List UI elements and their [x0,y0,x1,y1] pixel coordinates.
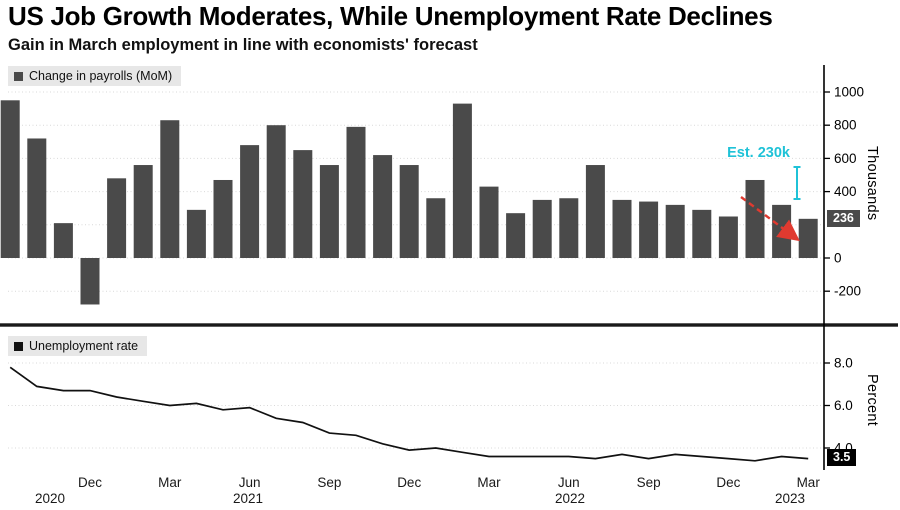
tick-label-thousands: 400 [834,184,857,199]
payroll-bar [692,209,712,258]
x-year-label: 2020 [35,491,65,506]
payroll-bar [27,138,47,258]
payroll-bar [585,165,605,258]
unemployment-legend-swatch [14,341,23,351]
payroll-bar [718,216,738,258]
payroll-bar [772,204,792,258]
panel-separator [0,323,898,327]
payroll-bar [426,198,446,258]
x-month-label: Sep [637,475,661,490]
thousands-axis-label: Thousands [864,146,880,221]
payroll-bar [399,165,419,258]
x-year-label: 2021 [233,491,263,506]
tick-label-thousands: 0 [834,251,842,266]
unemployment-legend-label: Unemployment rate [29,339,139,353]
x-month-label: Mar [797,475,821,490]
payroll-bar [639,201,659,258]
x-month-label: Mar [158,475,182,490]
page-title: US Job Growth Moderates, While Unemploym… [8,1,773,31]
payroll-bar [745,179,765,258]
x-month-label: Jun [239,475,261,490]
unemployment-line [9,366,809,462]
payroll-bar [293,150,313,258]
payroll-bar [186,209,206,258]
tick-label-percent: 6.0 [834,398,853,413]
payroll-bar [319,165,339,258]
payroll-bar [266,125,286,258]
tick-label-thousands: 800 [834,118,857,133]
payroll-bar [532,199,552,258]
payrolls-legend-label: Change in payrolls (MoM) [29,69,173,83]
x-month-label: Jun [558,475,580,490]
trend-arrow [740,196,800,242]
unemployment-legend: Unemployment rate [8,336,148,356]
x-month-label: Mar [477,475,501,490]
x-month-label: Sep [317,475,341,490]
last-payroll-value-badge: 236 [827,210,860,227]
payroll-bar [160,120,180,258]
payroll-bar [506,213,526,258]
page-subtitle: Gain in March employment in line with ec… [8,36,478,54]
payroll-bar [559,198,579,258]
x-year-label: 2023 [775,491,805,506]
payrolls-legend: Change in payrolls (MoM) [8,66,182,86]
payrolls-legend-swatch [14,71,23,81]
x-month-label: Dec [716,475,740,490]
payroll-bar [53,223,73,258]
payroll-bar [0,100,20,258]
payroll-bar [452,103,472,259]
payroll-bar [213,179,233,258]
x-month-label: Dec [397,475,421,490]
payroll-bar [665,204,685,258]
estimate-annotation: Est. 230k [727,145,790,161]
payroll-bar [133,165,153,258]
percent-axis-label: Percent [864,374,880,427]
payroll-bar [107,178,127,258]
x-year-label: 2022 [555,491,585,506]
x-month-label: Dec [78,475,102,490]
payroll-bar [240,145,260,258]
tick-label-thousands: -200 [834,284,861,299]
payroll-bar [346,126,366,258]
payroll-bar [798,218,818,258]
payroll-bar [373,155,393,258]
payroll-bar [479,186,499,258]
tick-label-percent: 8.0 [834,356,853,371]
payroll-bar [80,258,100,305]
last-unemployment-value-badge: 3.5 [827,449,857,466]
tick-label-thousands: 1000 [834,85,864,100]
payroll-bar [612,199,632,258]
tick-label-thousands: 600 [834,151,857,166]
